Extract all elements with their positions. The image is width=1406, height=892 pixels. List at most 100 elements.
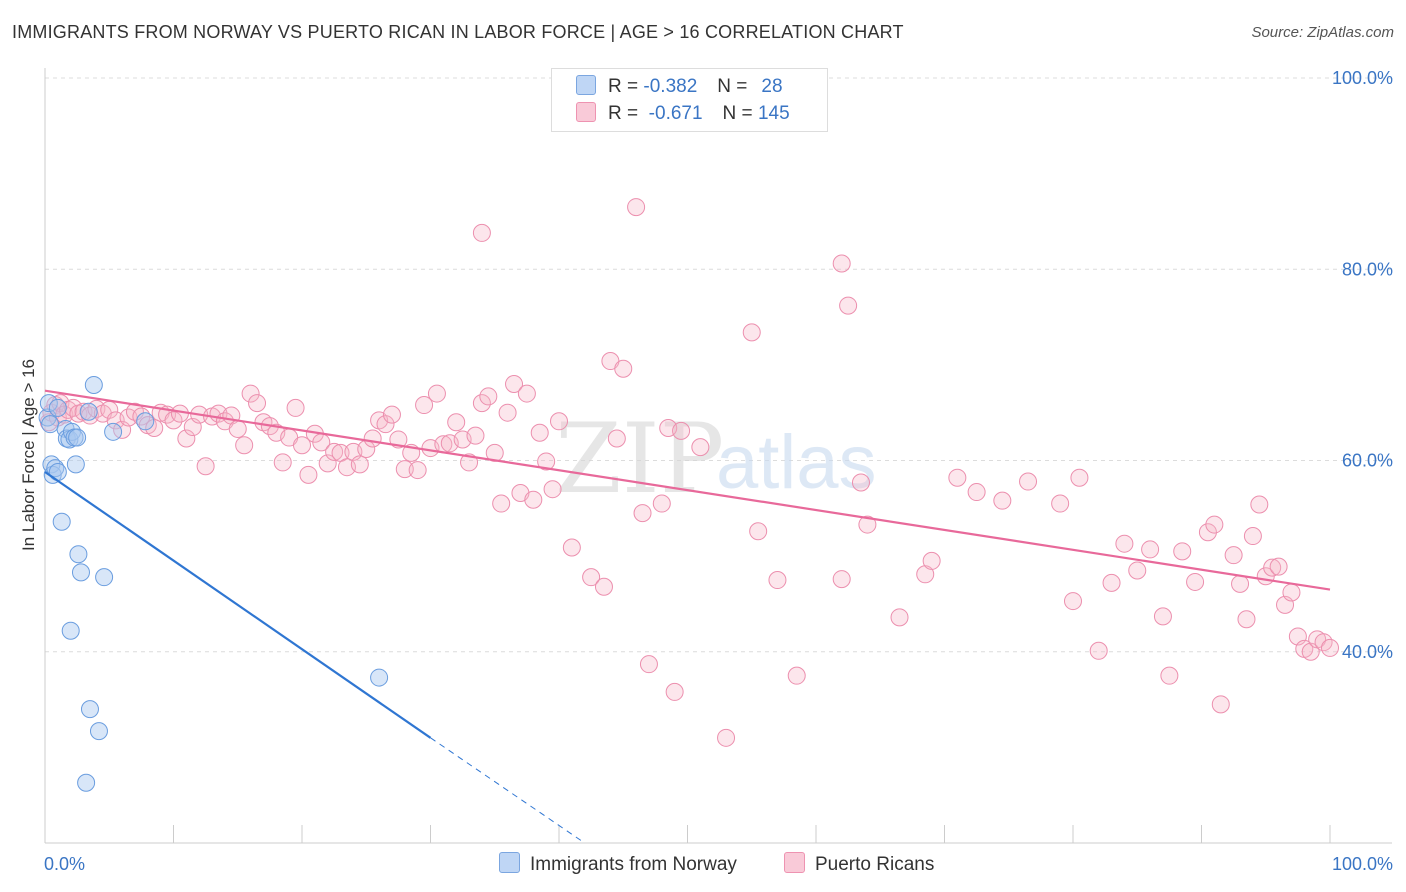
trend-lines	[44, 389, 1331, 844]
puerto-point	[427, 384, 446, 403]
puerto-point	[1064, 592, 1082, 611]
puerto-point	[1186, 572, 1205, 591]
puerto-point	[582, 568, 601, 587]
norway-point	[104, 422, 123, 441]
puerto-point	[665, 682, 684, 701]
puerto-point	[1141, 540, 1160, 559]
puerto-point	[472, 394, 491, 413]
puerto-point	[1115, 534, 1134, 553]
norway-point	[136, 412, 155, 431]
norway-point	[41, 415, 60, 434]
bottom-norway-label: Immigrants from Norway	[530, 854, 737, 875]
puerto-point	[164, 411, 183, 430]
puerto-point	[1237, 610, 1256, 629]
puerto-point	[717, 728, 736, 747]
puerto-point	[498, 403, 517, 422]
puerto-point	[318, 454, 337, 473]
puerto-point	[537, 452, 556, 471]
puerto-point	[363, 429, 382, 448]
puerto-point	[235, 436, 254, 455]
norway-point	[48, 398, 67, 417]
puerto-point	[562, 538, 581, 557]
norway-trend-extension	[430, 737, 585, 844]
puerto-r-label: R =	[608, 103, 639, 124]
watermark-zip: ZIP	[555, 403, 724, 515]
puerto-point	[633, 504, 652, 523]
puerto-point	[286, 398, 305, 417]
puerto-point	[922, 551, 941, 570]
y-tick-label: 60.0%	[1342, 451, 1393, 471]
puerto-point	[170, 404, 189, 423]
puerto-point	[241, 384, 260, 403]
puerto-n-value: 145	[757, 103, 790, 124]
y-axis-label: In Labor Force | Age > 16	[19, 359, 38, 551]
y-tick-label: 80.0%	[1342, 259, 1393, 279]
puerto-point	[1102, 573, 1121, 592]
puerto-point	[749, 522, 768, 541]
puerto-point	[652, 494, 671, 513]
norway-point	[95, 568, 114, 587]
puerto-r-value: -0.671	[648, 103, 703, 124]
bottom-legend-norway: Immigrants from Norway	[499, 852, 737, 876]
norway-swatch	[576, 75, 596, 95]
puerto-point	[479, 387, 498, 406]
puerto-point	[1269, 557, 1288, 576]
puerto-point	[948, 468, 967, 487]
puerto-point	[851, 473, 870, 492]
puerto-point	[1211, 695, 1230, 714]
norway-point	[66, 455, 85, 474]
puerto-point	[1263, 558, 1282, 577]
norway-point	[52, 512, 71, 531]
norway-point	[77, 773, 96, 792]
grid	[45, 77, 1392, 653]
norway-r-value: -0.382	[643, 76, 698, 97]
puerto-point	[543, 480, 562, 499]
puerto-point	[505, 375, 524, 393]
bottom-puerto-swatch	[784, 852, 805, 873]
puerto-point	[993, 491, 1012, 510]
tick-labels: 40.0% 60.0% 80.0% 100.0% 0.0% 100.0%	[44, 68, 1393, 874]
puerto-point	[145, 418, 164, 437]
puerto-point	[228, 419, 247, 438]
norway-point	[80, 700, 99, 719]
puerto-point	[607, 429, 626, 448]
puerto-point	[1089, 641, 1108, 660]
puerto-point	[967, 483, 986, 502]
puerto-point	[196, 457, 215, 476]
puerto-point	[742, 323, 761, 342]
norway-n-label: N =	[717, 76, 748, 97]
x-tick-label: 0.0%	[44, 854, 85, 874]
norway-point	[61, 621, 80, 640]
bottom-legend-puerto: Puerto Ricans	[784, 852, 934, 876]
puerto-point	[832, 570, 851, 589]
puerto-point	[1070, 468, 1089, 487]
puerto-point	[691, 438, 710, 457]
puerto-point	[1019, 472, 1038, 491]
puerto-point	[466, 426, 485, 445]
legend-row-puerto: R = -0.671 N = 145	[576, 102, 790, 128]
puerto-trend-line	[44, 389, 1331, 591]
norway-trend-line	[44, 471, 432, 739]
watermark: ZIP atlas	[555, 403, 877, 515]
norway-point	[71, 563, 90, 582]
puerto-point	[594, 577, 613, 596]
puerto-point	[627, 198, 646, 217]
puerto-point	[248, 394, 267, 413]
puerto-point	[64, 398, 83, 417]
puerto-swatch	[576, 102, 596, 122]
puerto-point	[614, 359, 633, 378]
puerto-point	[1282, 583, 1301, 602]
legend-row-norway: R = -0.382 N = 28	[576, 75, 783, 101]
puerto-point	[395, 460, 414, 479]
bottom-norway-swatch	[499, 852, 520, 873]
puerto-point	[460, 453, 479, 472]
chart-title: IMMIGRANTS FROM NORWAY VS PUERTO RICAN I…	[12, 22, 904, 42]
norway-point	[79, 402, 98, 421]
puerto-point	[273, 453, 292, 472]
puerto-point	[382, 405, 401, 424]
puerto-n-label: N =	[722, 103, 753, 124]
puerto-point	[415, 396, 434, 415]
norway-point	[370, 668, 389, 687]
puerto-point	[325, 442, 344, 461]
